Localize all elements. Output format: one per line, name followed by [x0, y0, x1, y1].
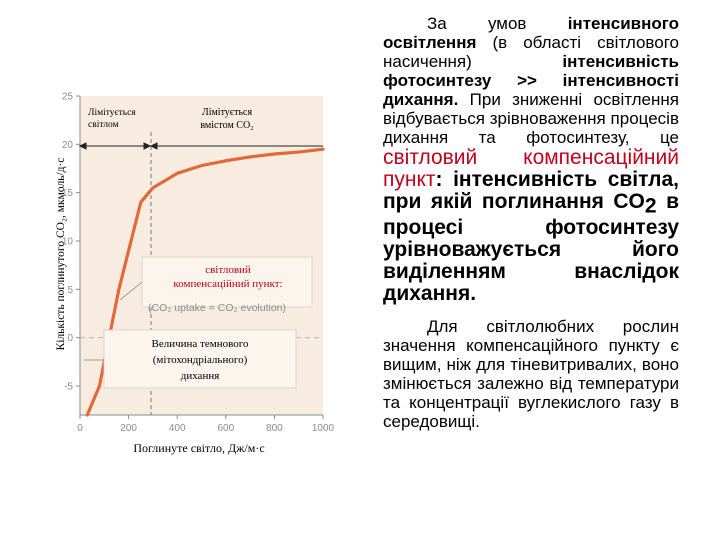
paragraph-main: За умов інтенсивного освітлення (в облас…: [383, 14, 679, 305]
y-tick-label: 25: [62, 92, 74, 103]
photosynthesis-light-curve-chart: -5 0 5 10 15 20 25 0 200 400 600 800 1000 Лімітуєтьс…: [55, 92, 335, 456]
compensation-point-term: світловий компенсаційний пункт: [383, 146, 679, 191]
tick-labels: -5 0 5 10 15 20 25 0 200 400 600 800 1000: [62, 92, 335, 435]
light-limited-arrow: [78, 142, 323, 150]
dark-respiration-label: Величина темнового (мітохондріального) дих…: [152, 338, 249, 382]
x-tick-label: 1000: [312, 423, 335, 434]
x-tick-label: 800: [266, 423, 283, 434]
compensation-point-pointer: [119, 281, 143, 301]
axes: [79, 96, 323, 416]
x-tick-label: 200: [120, 423, 137, 434]
compensation-point-formula: (CO₂ uptake = CO₂ evolution): [148, 302, 286, 314]
x-tick-label: 400: [169, 423, 186, 434]
definition-text: в процесі фотосинтезу урівноважується йо…: [383, 190, 680, 306]
y-tick-label: 15: [62, 188, 74, 199]
text-span: При зниженні освітлення відбувається зрі…: [383, 90, 679, 147]
text-span: За умов: [427, 14, 568, 33]
y-tick-label: 20: [62, 140, 74, 151]
compensation-point-label: світловий компенсаційний пункт:: [173, 264, 282, 290]
x-axis-label: Поглинуте світло, Дж/м·с: [133, 441, 264, 455]
x-tick-label: 0: [77, 423, 83, 434]
text-bold: інтенсивність фотосинтезу >> інтенсивнос…: [383, 52, 679, 109]
text-bold: інтенсивного освітлення: [383, 14, 679, 52]
slide-text: За умов інтенсивного освітлення (в облас…: [383, 14, 679, 431]
y-tick-label: 10: [62, 237, 74, 248]
y-tick-label: -5: [64, 382, 73, 393]
paragraph-secondary: Для світлолюбних рослин значення компенс…: [383, 317, 679, 432]
compensation-point-box: [141, 256, 313, 308]
text-span: (в області світлового насичення): [383, 33, 679, 71]
definition-text: : інтенсивність світла, при якій поглина…: [383, 168, 679, 213]
dark-respiration-box: [103, 329, 297, 389]
annotation-co2-limited: Лімітується вмістом CO₂: [200, 107, 253, 131]
annotation-light-limited: Лімітується світлом: [88, 108, 136, 130]
x-tick-label: 600: [217, 423, 234, 434]
y-tick-label: 5: [67, 285, 73, 296]
y-axis-label: Кількість поглинутого CO₂, мкмоль/д·с: [55, 158, 67, 351]
co2-subscript: 2: [644, 194, 657, 218]
y-tick-label: 0: [67, 333, 73, 344]
